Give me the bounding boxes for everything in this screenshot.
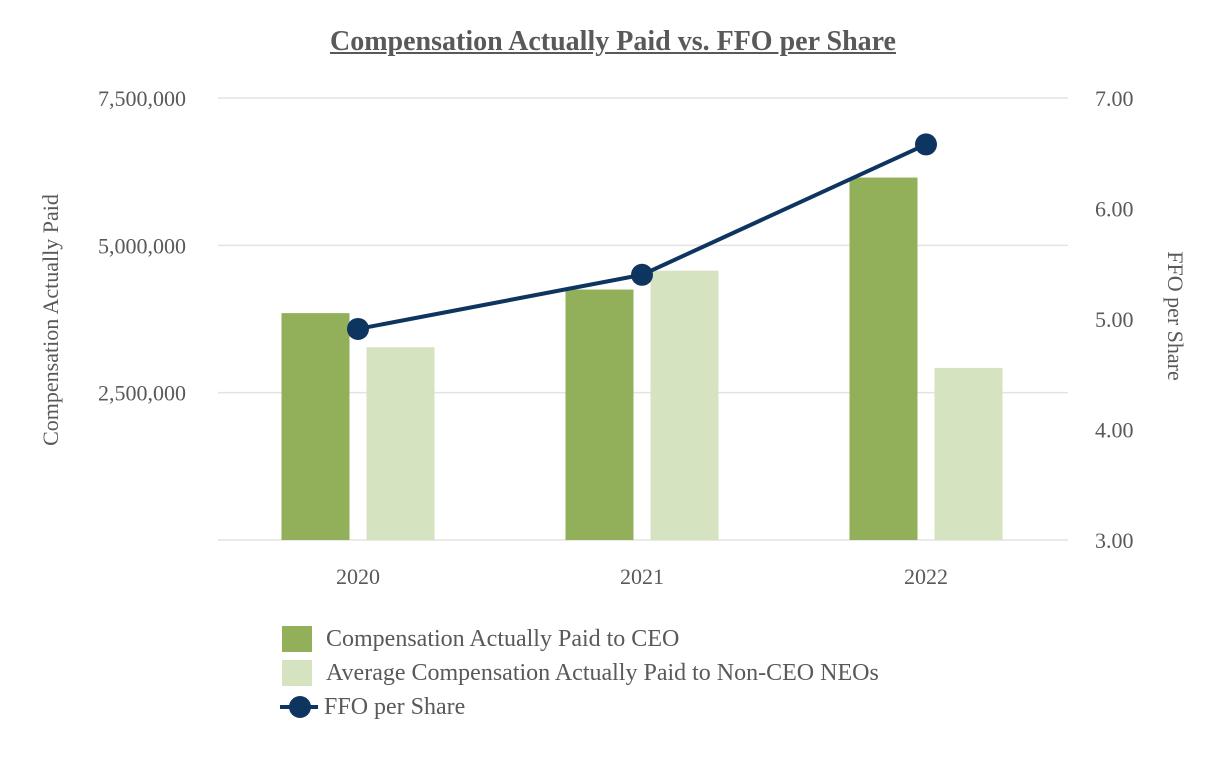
bars xyxy=(281,177,1003,540)
chart-plot: 2,500,000 5,000,000 7,500,000 3.00 4.00 5.00 6… xyxy=(38,86,1188,589)
y-right-tick-label: 6.00 xyxy=(1095,197,1134,222)
bar-neo-2020 xyxy=(366,347,435,540)
legend-label-ffo: FFO per Share xyxy=(324,693,466,720)
ffo-series-line xyxy=(357,142,927,331)
legend-item-ffo[interactable]: FFO per Share xyxy=(280,690,879,724)
axes: 2,500,000 5,000,000 7,500,000 3.00 4.00 5.00 6… xyxy=(38,86,1188,589)
ffo-point-2022 xyxy=(915,133,937,156)
bar-ceo-2022 xyxy=(849,177,918,540)
chart-title: Compensation Actually Paid vs. FFO per S… xyxy=(329,26,896,57)
x-tick-label: 2021 xyxy=(620,564,664,589)
bar-ceo-2021 xyxy=(565,289,634,540)
legend-swatch-ceo xyxy=(282,626,312,652)
y-right-tick-label: 3.00 xyxy=(1095,528,1134,553)
legend-item-neo[interactable]: Average Compensation Actually Paid to No… xyxy=(282,656,879,690)
y-left-tick-label: 7,500,000 xyxy=(98,86,186,111)
y-left-tick-label: 5,000,000 xyxy=(98,233,186,258)
legend-label-neo: Average Compensation Actually Paid to No… xyxy=(326,659,879,686)
legend: Compensation Actually Paid to CEO Averag… xyxy=(280,622,879,724)
y-right-tick-label: 7.00 xyxy=(1095,86,1134,111)
legend-label-ceo: Compensation Actually Paid to CEO xyxy=(326,625,680,652)
x-tick-label: 2020 xyxy=(336,564,380,589)
y-right-tick-label: 4.00 xyxy=(1095,418,1134,443)
legend-item-ceo[interactable]: Compensation Actually Paid to CEO xyxy=(282,622,879,656)
ffo-point-2021 xyxy=(631,263,653,286)
y-right-tick-label: 5.00 xyxy=(1095,307,1134,332)
ffo-line xyxy=(347,133,937,340)
bar-neo-2021 xyxy=(650,270,719,540)
y-left-tick-label: 2,500,000 xyxy=(98,381,186,406)
y-left-axis-title: Compensation Actually Paid xyxy=(38,194,63,446)
gridlines xyxy=(218,97,1068,541)
y-right-axis-title: FFO per Share xyxy=(1163,251,1188,381)
x-tick-label: 2022 xyxy=(904,564,948,589)
ffo-point-2020 xyxy=(347,317,369,340)
bar-neo-2022 xyxy=(934,367,1003,540)
bar-ceo-2020 xyxy=(281,313,350,540)
legend-line-marker-icon xyxy=(280,694,318,720)
legend-swatch-neo xyxy=(282,660,312,686)
